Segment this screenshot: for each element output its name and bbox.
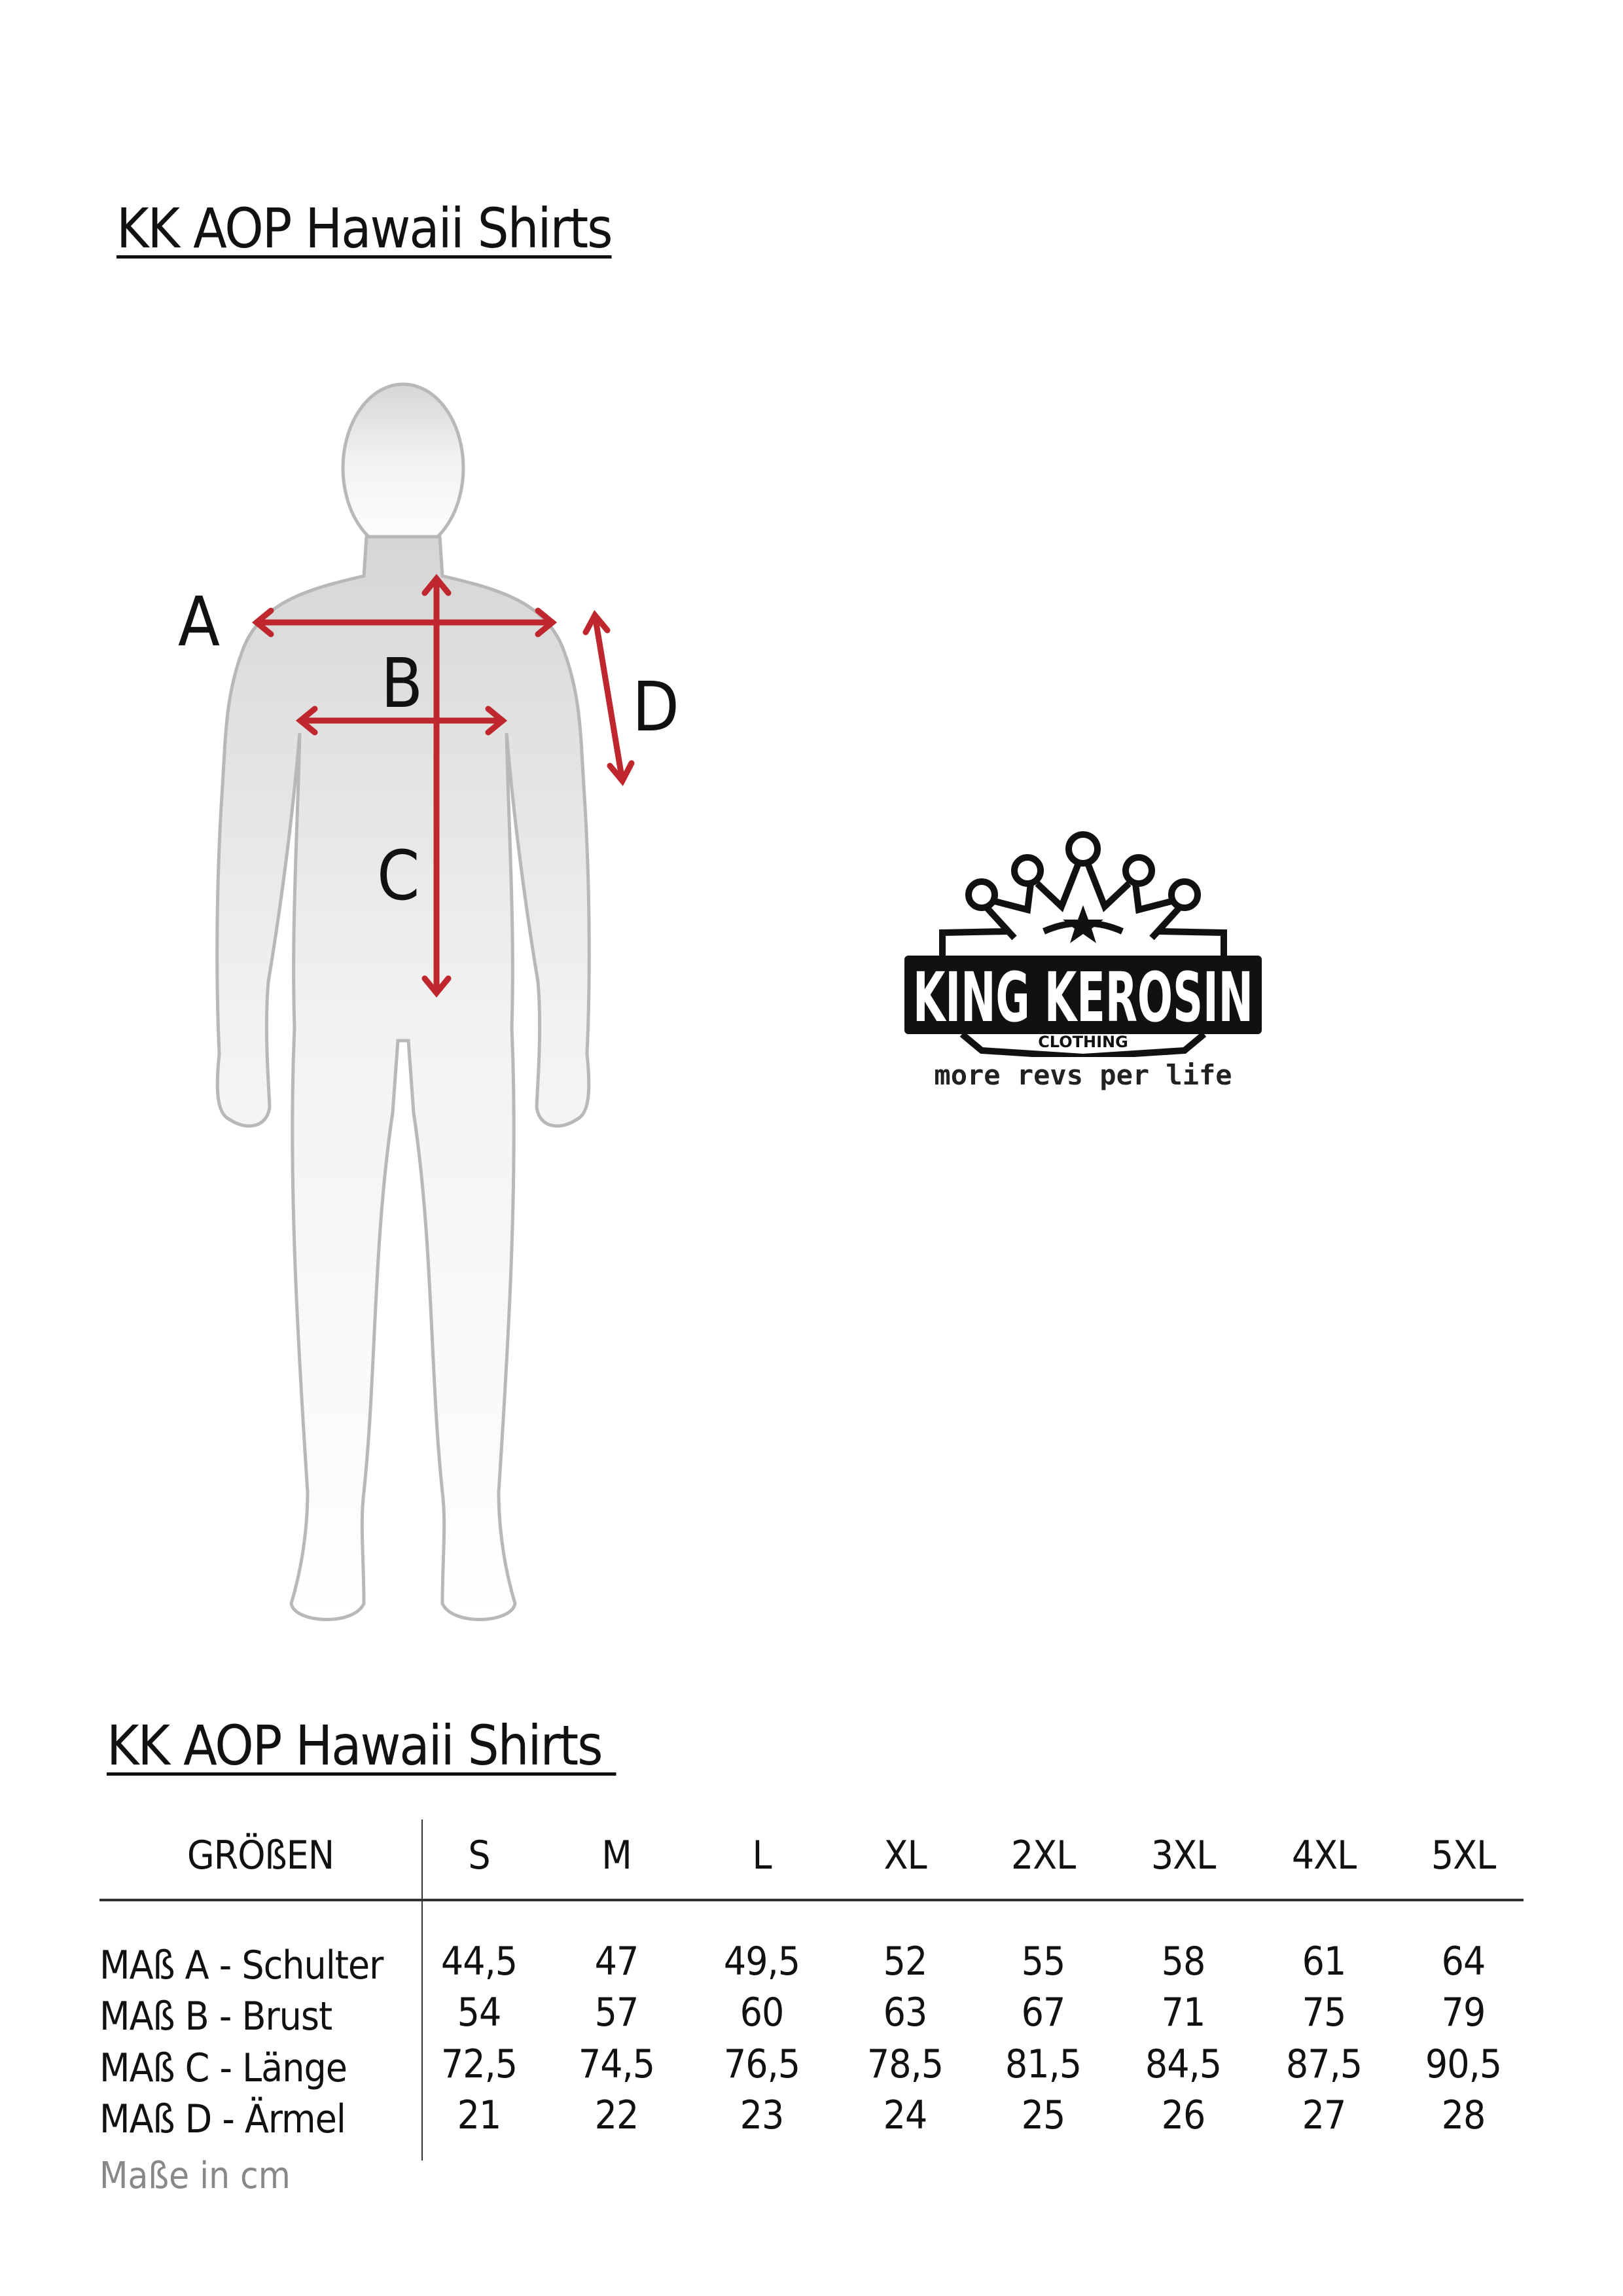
body-silhouette — [215, 382, 591, 1621]
table-cell: 81,5 — [1005, 2041, 1082, 2087]
size-header: 5XL — [1431, 1833, 1496, 1878]
body-measurement-figure — [215, 382, 635, 1621]
table-title: KK AOP Hawaii Shirts — [107, 1713, 616, 1778]
size-header: 2XL — [1010, 1833, 1076, 1878]
table-cell: 58 — [1161, 1939, 1206, 1984]
logo-tagline: more revs per life — [934, 1059, 1232, 1091]
table-cell: 52 — [883, 1939, 928, 1984]
table-cell: 74,5 — [578, 2041, 655, 2087]
header-divider — [99, 1899, 1524, 1901]
table-cell: 63 — [883, 1990, 928, 2036]
page-title: KK AOP Hawaii Shirts — [116, 196, 613, 260]
size-header: 3XL — [1150, 1833, 1216, 1878]
king-kerosin-logo: KING KEROSIN CLOTHING — [904, 831, 1262, 1057]
table-cell: 26 — [1161, 2092, 1206, 2138]
header-label: GRÖßEN — [187, 1833, 334, 1878]
arrow-c-bottom-head — [421, 975, 452, 998]
table-cell: 25 — [1021, 2092, 1066, 2138]
row-label: MAß D - Ärmel — [99, 2096, 346, 2142]
size-header: L — [752, 1833, 772, 1878]
table-cell: 79 — [1441, 1990, 1486, 2036]
row-label: MAß C - Länge — [99, 2045, 348, 2091]
logo-sub-text: CLOTHING — [1038, 1033, 1128, 1051]
arrow-b-right-head — [485, 706, 508, 736]
table-cell: 87,5 — [1285, 2041, 1363, 2087]
table-cell: 75 — [1302, 1990, 1347, 2036]
size-header: 4XL — [1291, 1833, 1357, 1878]
table-cell: 28 — [1441, 2092, 1486, 2138]
table-cell: 22 — [594, 2092, 639, 2138]
size-header: M — [601, 1833, 632, 1878]
row-label: MAß B - Brust — [99, 1994, 332, 2039]
label-c: C — [377, 836, 420, 916]
arrow-a-right-head — [535, 607, 558, 637]
table-cell: 76,5 — [723, 2041, 800, 2087]
table-cell: 64 — [1441, 1939, 1486, 1984]
table-cell: 49,5 — [723, 1939, 800, 1984]
table-cell: 21 — [457, 2092, 502, 2138]
table-cell: 57 — [594, 1990, 639, 2036]
arrow-a-left-head — [251, 607, 274, 637]
crown-icon — [939, 831, 1227, 959]
table-cell: 90,5 — [1425, 2041, 1502, 2087]
table-cell: 47 — [594, 1939, 639, 1984]
label-d: D — [632, 667, 680, 747]
table-cell: 44,5 — [440, 1939, 518, 1984]
row-label: MAß A - Schulter — [99, 1943, 383, 1988]
size-header: XL — [883, 1833, 927, 1878]
table-cell: 54 — [457, 1990, 502, 2036]
arrow-d-top-head — [582, 609, 611, 636]
table-cell: 55 — [1021, 1939, 1066, 1984]
label-b: B — [381, 643, 423, 723]
table-cell: 78,5 — [866, 2041, 944, 2087]
label-a: A — [178, 582, 220, 662]
arrow-d-bottom-head — [607, 760, 635, 787]
table-cell: 24 — [883, 2092, 928, 2138]
table-cell: 72,5 — [440, 2041, 518, 2087]
star-icon — [1063, 905, 1103, 943]
table-cell: 71 — [1161, 1990, 1206, 2036]
logo-brand-text: KING KEROSIN — [913, 958, 1253, 1037]
arrow-d-sleeve — [592, 612, 626, 784]
size-header: S — [468, 1833, 490, 1878]
table-cell: 23 — [740, 2092, 785, 2138]
table-cell: 67 — [1021, 1990, 1066, 2036]
column-divider — [421, 1820, 423, 2161]
unit-note: Maße in cm — [99, 2155, 291, 2197]
table-cell: 84,5 — [1145, 2041, 1222, 2087]
arrow-b-left-head — [295, 706, 318, 736]
table-cell: 61 — [1302, 1939, 1347, 1984]
table-cell: 60 — [740, 1990, 785, 2036]
table-cell: 27 — [1302, 2092, 1347, 2138]
arrow-c-top-head — [421, 573, 452, 596]
